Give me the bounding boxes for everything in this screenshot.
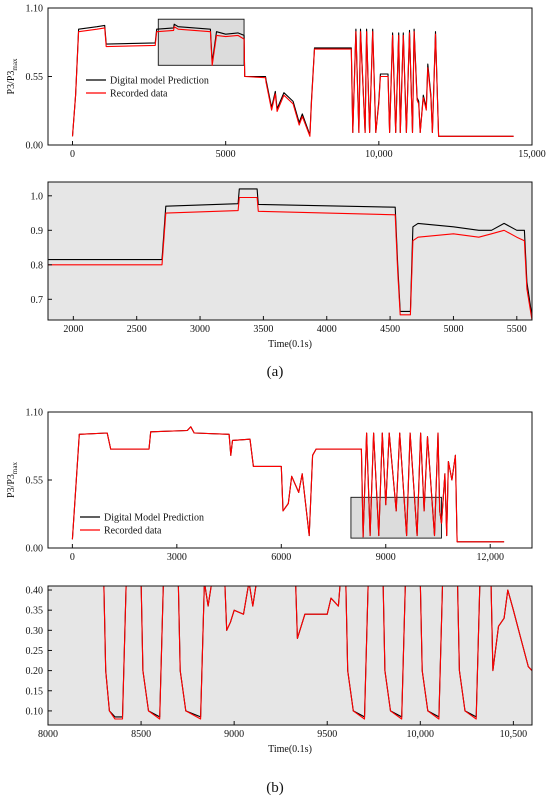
caption-b: (b) <box>266 780 284 796</box>
series-group <box>71 426 505 543</box>
chart-a-zoom: 2000 2500 3000 3500 4000 4500 5000 5500 0.7 0.8 0.… <box>31 181 533 350</box>
legend-label: Recorded data <box>104 526 162 537</box>
y-tick-label: 0.55 <box>26 72 44 83</box>
plot-area <box>48 8 532 145</box>
y-axis-label-sub: max <box>11 58 19 71</box>
legend-label: Recorded data <box>110 89 168 100</box>
x-tick-label: 5500 <box>507 324 527 335</box>
x-tick-label: 9500 <box>317 729 337 740</box>
x-tick-label: 3500 <box>253 324 273 335</box>
y-tick-label: 0.55 <box>26 476 44 487</box>
x-tick-label: 10,500 <box>500 729 528 740</box>
y-tick-label: 0.00 <box>26 544 44 555</box>
series-group <box>103 586 532 720</box>
caption-a: (a) <box>267 364 284 380</box>
y-tick-label: 0.20 <box>26 666 44 677</box>
y-axis-label: P3/P3max <box>6 58 19 94</box>
y-axis-label: P3/P3max <box>6 462 19 498</box>
x-tick-label: 10,000 <box>365 149 393 160</box>
chart-a-top: 0 5000 10,000 15,000 0.00 0.55 1.10 P3/P3max Dig… <box>6 4 546 161</box>
x-tick-label: 9000 <box>376 552 396 563</box>
x-tick-label: 9000 <box>224 729 244 740</box>
plot-area <box>48 586 532 725</box>
y-tick-label: 1.10 <box>26 4 44 15</box>
chart-b-zoom: 8000 8500 9000 9500 10,000 10,500 0.10 0.15 0.20… <box>26 585 533 755</box>
x-tick-label: 10,000 <box>407 729 435 740</box>
plot-area <box>48 182 532 320</box>
series-line-recorded <box>71 26 514 137</box>
x-tick-label: 3000 <box>190 324 210 335</box>
x-tick-label: 8500 <box>131 729 151 740</box>
x-tick-label: 5000 <box>443 324 463 335</box>
y-axis-label-main: P3/P3 <box>6 71 17 95</box>
zoom-box <box>157 18 245 66</box>
y-axis-label-sub: max <box>11 462 19 475</box>
series-group <box>71 23 514 137</box>
x-axis-label: Time(0.1s) <box>268 339 312 350</box>
x-tick-label: 15,000 <box>518 149 546 160</box>
x-axis-label: Time(0.1s) <box>268 744 312 755</box>
y-tick-label: 0.25 <box>26 646 44 657</box>
y-tick-label: 0.40 <box>26 586 44 597</box>
y-tick-label: 0.7 <box>31 295 44 306</box>
legend-label: Digital Model Prediction <box>104 513 204 524</box>
y-tick-label: 0.15 <box>26 686 44 697</box>
plot-area <box>48 412 532 548</box>
plot-frame <box>47 181 533 321</box>
x-tick-label: 12,000 <box>476 552 504 563</box>
y-tick-label: 1.0 <box>31 191 44 202</box>
y-tick-label: 0.10 <box>26 706 44 717</box>
y-tick-label: 0.8 <box>31 260 44 271</box>
y-tick-label: 0.30 <box>26 626 44 637</box>
series-line-recorded <box>71 426 505 543</box>
series-line-recorded <box>103 586 532 720</box>
x-tick-label: 4500 <box>380 324 400 335</box>
series-line-recorded <box>48 196 532 320</box>
chart-b-top: 0 3000 6000 9000 12,000 0.00 0.55 1.10 P3/P3max D… <box>6 408 533 563</box>
legend-label: Digital model Prediction <box>110 76 209 87</box>
y-tick-label: 0.00 <box>26 141 44 152</box>
x-tick-label: 2500 <box>127 324 147 335</box>
plot-frame <box>47 585 533 726</box>
x-tick-label: 0 <box>70 552 75 563</box>
y-tick-label: 1.10 <box>26 408 44 419</box>
y-tick-label: 0.9 <box>31 226 44 237</box>
x-tick-label: 0 <box>70 149 75 160</box>
y-axis-label-main: P3/P3 <box>6 474 17 498</box>
x-tick-label: 6000 <box>271 552 291 563</box>
x-tick-label: 8000 <box>38 729 58 740</box>
x-tick-label: 5000 <box>216 149 236 160</box>
y-tick-label: 0.35 <box>26 606 44 617</box>
x-tick-label: 2000 <box>63 324 83 335</box>
series-group <box>48 188 532 320</box>
x-tick-label: 4000 <box>317 324 337 335</box>
x-tick-label: 3000 <box>167 552 187 563</box>
